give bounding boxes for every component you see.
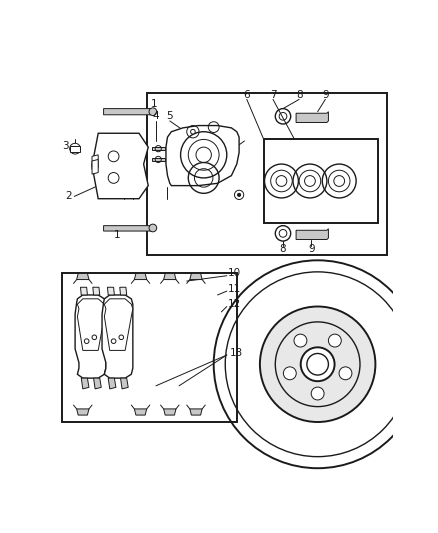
Polygon shape: [120, 287, 127, 295]
Circle shape: [339, 367, 352, 379]
Polygon shape: [92, 159, 98, 174]
Bar: [147, 93, 387, 255]
Text: 8: 8: [280, 244, 286, 254]
Polygon shape: [152, 158, 165, 161]
Polygon shape: [190, 273, 202, 280]
Text: 13: 13: [230, 348, 244, 358]
Polygon shape: [134, 273, 147, 280]
Polygon shape: [75, 295, 106, 378]
Text: 11: 11: [228, 284, 241, 294]
Text: 4: 4: [152, 111, 159, 122]
Polygon shape: [94, 378, 101, 389]
Circle shape: [334, 175, 345, 187]
Circle shape: [237, 193, 240, 196]
Polygon shape: [102, 295, 133, 378]
Polygon shape: [103, 225, 155, 231]
Polygon shape: [152, 147, 165, 150]
Circle shape: [328, 334, 341, 347]
Polygon shape: [93, 287, 100, 295]
Text: 9: 9: [308, 244, 315, 254]
Text: 12: 12: [228, 299, 241, 309]
Polygon shape: [190, 409, 202, 415]
Text: 6: 6: [244, 90, 250, 100]
Text: 10: 10: [228, 269, 241, 278]
Polygon shape: [107, 287, 114, 295]
Bar: [62, 273, 237, 422]
Polygon shape: [104, 299, 133, 350]
Polygon shape: [164, 273, 176, 280]
Text: 3: 3: [62, 141, 68, 151]
Polygon shape: [296, 229, 328, 239]
Polygon shape: [81, 378, 89, 389]
Circle shape: [191, 130, 195, 134]
Polygon shape: [81, 287, 88, 295]
Text: 1: 1: [151, 99, 158, 109]
Circle shape: [149, 224, 157, 232]
Polygon shape: [70, 146, 81, 152]
Polygon shape: [77, 273, 89, 280]
Circle shape: [73, 147, 78, 151]
Polygon shape: [120, 378, 128, 389]
Text: 1: 1: [114, 230, 121, 240]
Circle shape: [149, 108, 157, 116]
Circle shape: [294, 334, 307, 347]
Circle shape: [196, 147, 212, 163]
Text: 7: 7: [270, 90, 276, 100]
Polygon shape: [164, 409, 176, 415]
Circle shape: [311, 387, 324, 400]
Polygon shape: [77, 409, 89, 415]
Text: 9: 9: [322, 90, 328, 100]
Text: 5: 5: [166, 111, 173, 122]
Polygon shape: [296, 112, 328, 123]
Circle shape: [283, 367, 296, 379]
Polygon shape: [92, 133, 148, 199]
Polygon shape: [78, 299, 106, 350]
Circle shape: [70, 143, 81, 154]
Polygon shape: [92, 155, 98, 169]
Text: 8: 8: [296, 90, 303, 100]
Circle shape: [304, 175, 315, 187]
Circle shape: [260, 306, 375, 422]
Polygon shape: [108, 378, 116, 389]
Circle shape: [276, 175, 287, 187]
Circle shape: [301, 348, 335, 381]
Polygon shape: [134, 409, 147, 415]
Polygon shape: [103, 109, 155, 115]
Polygon shape: [166, 126, 239, 185]
Bar: [264, 140, 378, 223]
Text: 2: 2: [65, 191, 71, 201]
